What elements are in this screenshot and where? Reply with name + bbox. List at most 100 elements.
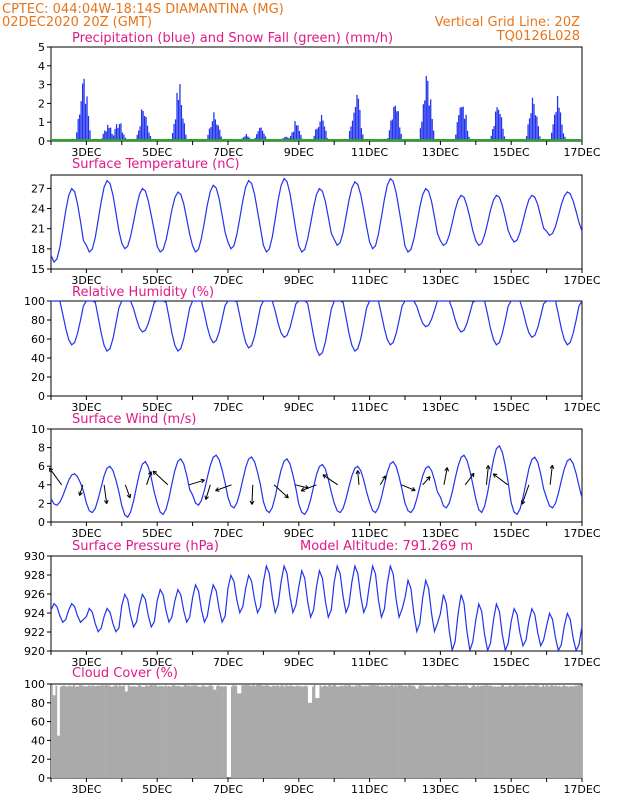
cloud-bar	[410, 685, 413, 778]
precip-bar	[536, 116, 538, 141]
precip-bar	[258, 127, 261, 141]
cloud-bar	[53, 695, 56, 778]
wind-arrow	[485, 465, 489, 485]
cloud-bar	[393, 686, 395, 778]
cloud-bar	[124, 691, 127, 778]
cloud-bar	[114, 685, 117, 778]
precip-bar	[208, 128, 211, 141]
precip-bar	[356, 94, 358, 141]
wind-arrow-head	[381, 475, 387, 480]
cloud-bar	[317, 698, 320, 778]
cloud-bar	[456, 685, 459, 778]
wind-arrow-head	[147, 471, 153, 476]
cloud-bar	[462, 685, 465, 778]
cloud-bar	[297, 686, 300, 778]
wind-arrow	[205, 484, 211, 500]
cloud-bar	[313, 684, 316, 778]
cloud-bar	[556, 686, 559, 778]
cloud-bar	[105, 684, 108, 778]
cloud-bar	[363, 685, 366, 778]
precip-bar	[464, 118, 466, 141]
cloud-bar	[440, 686, 443, 778]
x-tick-label: 17DEC	[563, 783, 600, 796]
cloud-bar	[474, 686, 477, 778]
x-tick-label: 7DEC	[213, 401, 243, 414]
cloud-bar	[71, 686, 74, 778]
cloud-bar	[70, 686, 72, 778]
cloud-bar	[220, 686, 223, 778]
series-line-temp	[50, 177, 583, 264]
cloud-bar	[76, 686, 78, 778]
cloud-bar	[412, 685, 415, 778]
cloud-bar	[360, 685, 363, 778]
x-tick-label: 5DEC	[142, 783, 172, 796]
x-tick-label: 9DEC	[284, 656, 314, 669]
cloud-bar	[298, 685, 301, 778]
cloud-bar	[527, 685, 530, 778]
panel-title: Cloud Cover (%)	[72, 666, 178, 681]
precip-bar	[396, 111, 398, 141]
wind-arrow-head	[411, 487, 416, 492]
y-tick-label: 10	[31, 423, 45, 436]
wind-arrow-head	[126, 493, 132, 499]
cloud-bar	[289, 685, 292, 778]
precip-bar	[138, 130, 140, 141]
cloud-bar	[115, 685, 118, 778]
precip-bar	[140, 109, 143, 141]
precip-bar	[527, 124, 529, 141]
cloud-bar	[553, 686, 556, 778]
cloud-bar	[509, 685, 512, 778]
precip-bar	[399, 127, 401, 141]
cloud-bar	[464, 685, 466, 778]
cloud-bar	[564, 686, 567, 778]
precip-bar	[319, 121, 321, 141]
y-tick-label: 20	[31, 753, 45, 766]
cloud-bar	[335, 686, 338, 778]
cloud-bar	[205, 686, 208, 778]
cloud-bar	[542, 685, 544, 778]
y-tick-label: 2	[38, 97, 45, 110]
precip-bar	[494, 111, 497, 141]
precip-bar	[136, 134, 138, 141]
precip-bar	[177, 99, 180, 141]
cloud-bar	[307, 702, 310, 778]
y-tick-label: 4	[38, 60, 45, 73]
precip-bar	[244, 136, 246, 141]
precip-bar	[357, 98, 360, 141]
precip-bar	[360, 128, 363, 141]
cloud-bar	[99, 685, 102, 778]
cloud-bar	[413, 686, 416, 778]
cloud-bar	[477, 685, 480, 778]
precip-bar	[210, 127, 212, 141]
cloud-bar	[387, 686, 390, 778]
cloud-bar	[223, 686, 226, 778]
cloud-bar	[65, 686, 68, 778]
cloud-bar	[343, 686, 345, 778]
precip-bar	[493, 125, 495, 141]
cloud-bar	[140, 686, 143, 778]
cloud-bar	[399, 685, 401, 778]
y-tick-label: 928	[24, 569, 45, 582]
cloud-bar	[326, 686, 329, 778]
x-tick-label: 5DEC	[142, 527, 172, 540]
cloud-bar	[83, 686, 86, 778]
cloud-bar	[154, 684, 157, 778]
y-tick-label: 40	[31, 734, 45, 747]
cloud-bar	[565, 686, 568, 778]
cloud-bar	[447, 685, 450, 778]
x-tick-label: 9DEC	[284, 527, 314, 540]
cloud-bar	[87, 685, 90, 778]
precip-bar	[323, 126, 326, 141]
precip-bar	[497, 109, 500, 141]
cloud-bar	[381, 685, 384, 778]
x-tick-label: 5DEC	[142, 401, 172, 414]
x-tick-label: 15DEC	[493, 527, 530, 540]
panel-title: Relative Humidity (%)	[72, 285, 214, 300]
precip-bar	[105, 131, 107, 141]
precip-bar	[115, 124, 118, 141]
cloud-bar	[502, 685, 505, 778]
y-tick-label: 4	[38, 479, 45, 492]
cloud-bar	[241, 685, 244, 778]
cloud-bar	[406, 686, 409, 778]
cloud-bar	[163, 686, 165, 778]
